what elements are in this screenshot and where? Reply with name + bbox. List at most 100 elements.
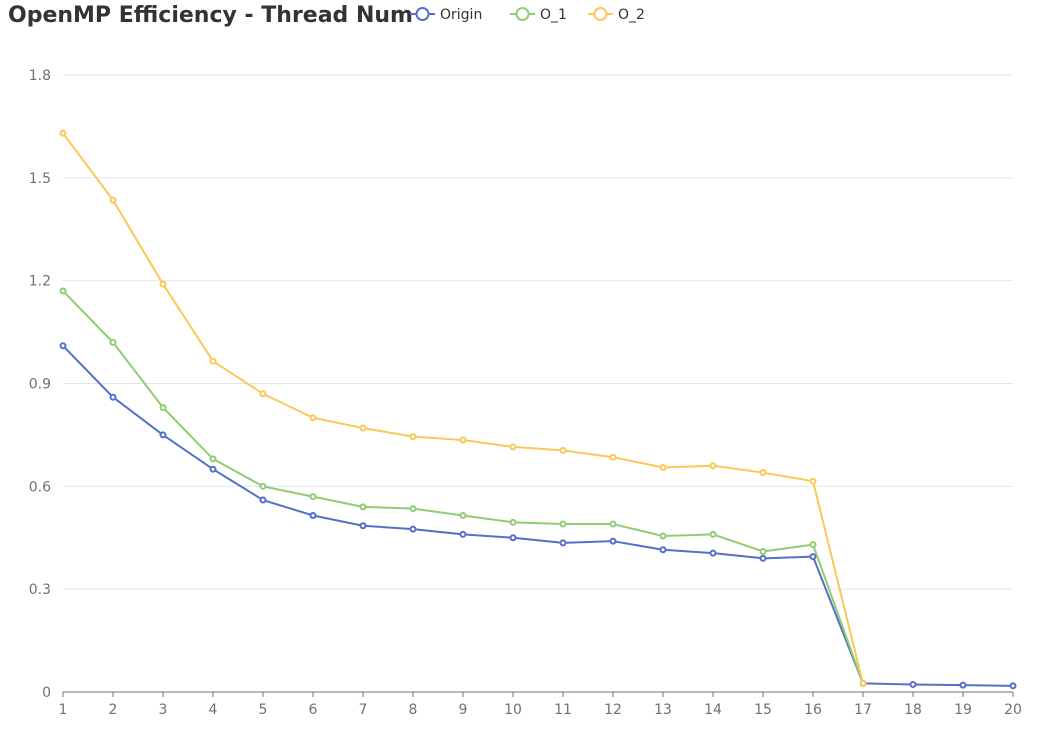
data-point[interactable] — [559, 520, 567, 528]
x-tick-label: 15 — [754, 702, 772, 718]
data-point[interactable] — [259, 390, 267, 398]
y-tick-label: 0 — [42, 685, 51, 701]
data-point[interactable] — [609, 537, 617, 545]
y-tick-label: 1.2 — [29, 274, 51, 290]
data-point[interactable] — [259, 496, 267, 504]
legend-item[interactable]: Origin — [410, 7, 482, 23]
data-point[interactable] — [409, 433, 417, 441]
data-point[interactable] — [959, 681, 967, 689]
chart-title: OpenMP Efficiency - Thread Num — [8, 3, 413, 28]
series-o-1 — [59, 287, 867, 687]
data-point[interactable] — [109, 196, 117, 204]
x-tick-label: 13 — [654, 702, 672, 718]
data-point[interactable] — [309, 414, 317, 422]
legend-marker-icon — [415, 7, 430, 21]
data-point[interactable] — [459, 530, 467, 538]
data-point[interactable] — [259, 482, 267, 490]
data-point[interactable] — [759, 547, 767, 555]
x-tick-label: 14 — [704, 702, 722, 718]
data-point[interactable] — [309, 493, 317, 501]
legend[interactable]: Origin O_1 O_2 — [410, 7, 645, 23]
data-point[interactable] — [509, 534, 517, 542]
legend-label: O_2 — [618, 7, 645, 23]
data-point[interactable] — [859, 679, 867, 687]
x-tick-label: 16 — [804, 702, 822, 718]
legend-marker-icon — [515, 7, 530, 21]
data-point[interactable] — [909, 680, 917, 688]
data-point[interactable] — [209, 455, 217, 463]
data-point[interactable] — [359, 424, 367, 432]
legend-label: O_1 — [540, 7, 567, 23]
legend-label: Origin — [440, 7, 482, 23]
data-point[interactable] — [59, 342, 67, 350]
x-axis: 1 2 3 4 5 6 7 8 9 10 11 12 13 14 15 16 17 18 19 20 — [59, 691, 1022, 718]
y-axis-ticks: 0 0.3 0.6 0.9 1.2 1.5 1.8 — [29, 68, 51, 701]
data-point[interactable] — [159, 280, 167, 288]
y-tick-label: 0.9 — [29, 377, 51, 393]
x-tick-label: 5 — [259, 702, 268, 718]
data-point[interactable] — [109, 338, 117, 346]
x-tick-label: 17 — [854, 702, 872, 718]
y-tick-label: 1.8 — [29, 68, 51, 84]
series-line — [62, 290, 864, 684]
data-point[interactable] — [59, 287, 67, 295]
data-point[interactable] — [359, 522, 367, 530]
grid-lines — [63, 74, 1013, 590]
legend-marker-icon — [593, 7, 608, 21]
data-point[interactable] — [809, 553, 817, 561]
data-point[interactable] — [409, 505, 417, 513]
series-o-2 — [59, 129, 867, 687]
data-point[interactable] — [309, 511, 317, 519]
data-point[interactable] — [809, 541, 817, 549]
data-point[interactable] — [409, 525, 417, 533]
data-point[interactable] — [509, 443, 517, 451]
data-point[interactable] — [659, 532, 667, 540]
data-point[interactable] — [159, 403, 167, 411]
data-point[interactable] — [809, 477, 817, 485]
data-point[interactable] — [709, 462, 717, 470]
data-point[interactable] — [209, 465, 217, 473]
y-tick-label: 0.6 — [29, 479, 51, 495]
x-tick-label: 1 — [59, 702, 68, 718]
x-tick-label: 8 — [409, 702, 418, 718]
y-tick-label: 1.5 — [29, 171, 51, 187]
legend-item[interactable]: O_1 — [510, 7, 567, 23]
series-line — [62, 132, 864, 684]
x-tick-label: 7 — [359, 702, 368, 718]
series-group — [59, 129, 1017, 690]
x-tick-label: 18 — [904, 702, 922, 718]
data-point[interactable] — [759, 554, 767, 562]
legend-item[interactable]: O_2 — [588, 7, 645, 23]
x-tick-label: 11 — [554, 702, 572, 718]
data-point[interactable] — [609, 453, 617, 461]
data-point[interactable] — [659, 463, 667, 471]
x-tick-label: 2 — [109, 702, 118, 718]
data-point[interactable] — [509, 518, 517, 526]
x-tick-label: 4 — [209, 702, 218, 718]
data-point[interactable] — [709, 530, 717, 538]
series-origin — [59, 342, 1017, 690]
x-tick-label: 10 — [504, 702, 522, 718]
x-tick-label: 20 — [1004, 702, 1022, 718]
data-point[interactable] — [1009, 682, 1017, 690]
data-point[interactable] — [459, 436, 467, 444]
data-point[interactable] — [759, 469, 767, 477]
x-tick-label: 19 — [954, 702, 972, 718]
data-point[interactable] — [709, 549, 717, 557]
data-point[interactable] — [609, 520, 617, 528]
data-point[interactable] — [559, 446, 567, 454]
x-tick-label: 3 — [159, 702, 168, 718]
x-tick-label: 9 — [459, 702, 468, 718]
data-point[interactable] — [459, 511, 467, 519]
data-point[interactable] — [659, 546, 667, 554]
data-point[interactable] — [209, 357, 217, 365]
data-point[interactable] — [59, 129, 67, 137]
data-point[interactable] — [109, 393, 117, 401]
data-point[interactable] — [559, 539, 567, 547]
x-tick-label: 6 — [309, 702, 318, 718]
data-point[interactable] — [359, 503, 367, 511]
x-tick-label: 12 — [604, 702, 622, 718]
data-point[interactable] — [159, 431, 167, 439]
series-line — [62, 345, 1014, 687]
